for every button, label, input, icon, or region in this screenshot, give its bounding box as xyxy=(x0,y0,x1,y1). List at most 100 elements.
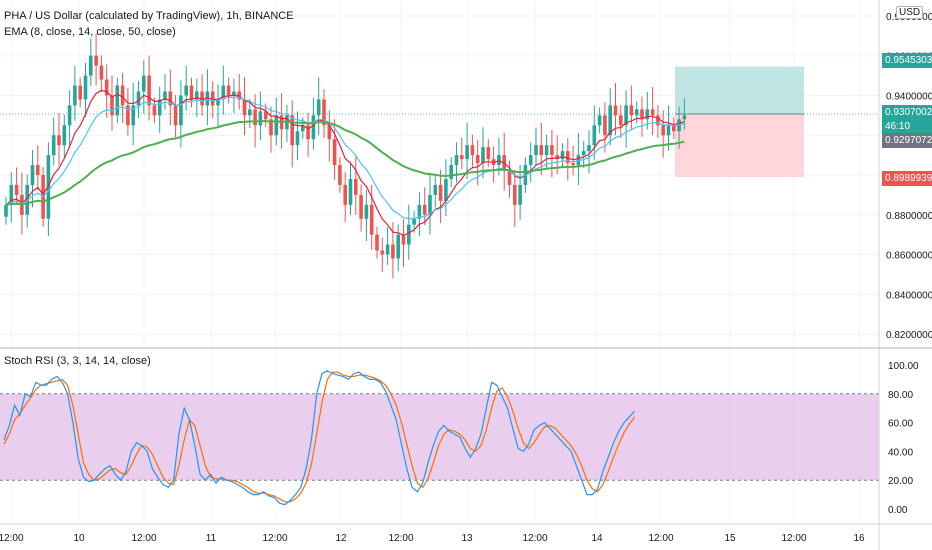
stoch-rsi-tick-label: 0.00 xyxy=(888,505,908,516)
candle-up xyxy=(465,145,469,160)
candle-up xyxy=(518,184,522,205)
candle-up xyxy=(142,75,146,92)
candle-down xyxy=(269,119,273,136)
candle-up xyxy=(30,165,35,185)
time-tick-label: 12:00 xyxy=(522,533,547,544)
candle-up xyxy=(216,99,220,106)
time-tick-label: 12:00 xyxy=(262,533,287,544)
candle-up xyxy=(624,105,628,126)
candle-down xyxy=(14,184,19,195)
candle-up xyxy=(73,85,77,106)
stoch-rsi-d-line xyxy=(3,371,636,503)
candle-up xyxy=(163,91,167,100)
time-tick-label: 12:00 xyxy=(131,533,156,544)
candle-up xyxy=(407,224,411,245)
candle-up xyxy=(534,145,538,156)
candle-down xyxy=(226,85,231,96)
time-tick-label: 12:00 xyxy=(781,533,806,544)
profit-zone[interactable] xyxy=(675,66,804,114)
candle-down xyxy=(189,85,194,100)
candle-down xyxy=(126,105,130,126)
candle-down xyxy=(375,234,379,251)
candle-up xyxy=(311,115,316,140)
candle-up xyxy=(417,204,422,219)
candle-up xyxy=(481,147,485,164)
stoch-rsi-k-line xyxy=(3,370,636,506)
candle-up xyxy=(184,85,188,96)
candle-up xyxy=(51,135,56,156)
candle-down xyxy=(391,244,395,259)
candle-up xyxy=(581,151,586,156)
candle-down xyxy=(460,155,464,160)
candle-up xyxy=(634,109,639,116)
stop-price-tag: 0.89899396 xyxy=(882,171,932,186)
candle-up xyxy=(83,75,88,100)
candle-up xyxy=(232,91,236,96)
ema-lines xyxy=(5,89,685,237)
candle-up xyxy=(62,125,67,146)
candle-up xyxy=(560,151,565,160)
candle-down xyxy=(369,204,374,235)
ema-14-line xyxy=(5,96,685,220)
candle-down xyxy=(640,109,644,120)
stoch-rsi-legend[interactable]: Stoch RSI (3, 3, 14, 14, close) xyxy=(4,355,151,367)
candle-down xyxy=(507,171,512,185)
time-tick-label: 16 xyxy=(853,533,865,544)
stoch-rsi-tick-label: 100.00 xyxy=(888,361,919,372)
candle-down xyxy=(539,145,544,156)
candle-up xyxy=(449,165,453,179)
chart-title: PHA / US Dollar (calculated by TradingVi… xyxy=(4,10,294,22)
candle-down xyxy=(306,125,310,140)
currency-badge[interactable]: USD xyxy=(896,6,924,19)
candle-down xyxy=(619,115,623,126)
loss-zone[interactable] xyxy=(675,113,804,178)
stoch-rsi-tick-label: 80.00 xyxy=(888,390,913,401)
candle-down xyxy=(338,165,342,185)
candle-up xyxy=(136,91,141,106)
time-tick-label: 13 xyxy=(461,533,473,544)
candle-up xyxy=(497,155,501,166)
candle-down xyxy=(343,184,347,205)
candle-down xyxy=(613,105,618,116)
candle-down xyxy=(57,135,61,146)
candle-up xyxy=(4,204,8,217)
candle-up xyxy=(364,204,369,219)
candle-up xyxy=(587,145,591,152)
candle-down xyxy=(200,91,204,106)
position-zones[interactable] xyxy=(0,66,879,178)
candle-down xyxy=(571,163,575,166)
candle-down xyxy=(401,234,406,245)
candle-up xyxy=(221,85,226,100)
candle-up xyxy=(301,125,305,132)
candle-down xyxy=(36,165,40,175)
candle-down xyxy=(110,95,114,116)
candle-up xyxy=(385,244,390,255)
candle-up xyxy=(682,115,687,120)
candle-up xyxy=(157,99,162,116)
candle-down xyxy=(78,85,82,100)
candle-countdown: 46:10 xyxy=(882,119,932,134)
candle-up xyxy=(248,109,252,116)
price-tick-label: 0.82000000 xyxy=(886,330,932,341)
candle-up xyxy=(295,131,300,146)
ema-value-tag: 0.92970727 xyxy=(882,133,932,148)
candle-down xyxy=(332,139,337,166)
candle-down xyxy=(513,184,517,205)
candle-up xyxy=(666,125,671,136)
candle-up xyxy=(195,91,199,100)
candle-down xyxy=(656,115,660,126)
time-tick-label: 15 xyxy=(724,533,736,544)
candle-up xyxy=(592,125,597,146)
candle-up xyxy=(258,111,263,126)
time-tick-label: 14 xyxy=(591,533,603,544)
candle-down xyxy=(290,115,294,146)
candle-up xyxy=(396,234,400,259)
candle-down xyxy=(242,99,247,116)
candle-up xyxy=(608,105,612,136)
ema-legend[interactable]: EMA (8, close, 14, close, 50, close) xyxy=(4,26,176,38)
candle-down xyxy=(354,178,358,195)
candle-down xyxy=(210,91,215,106)
